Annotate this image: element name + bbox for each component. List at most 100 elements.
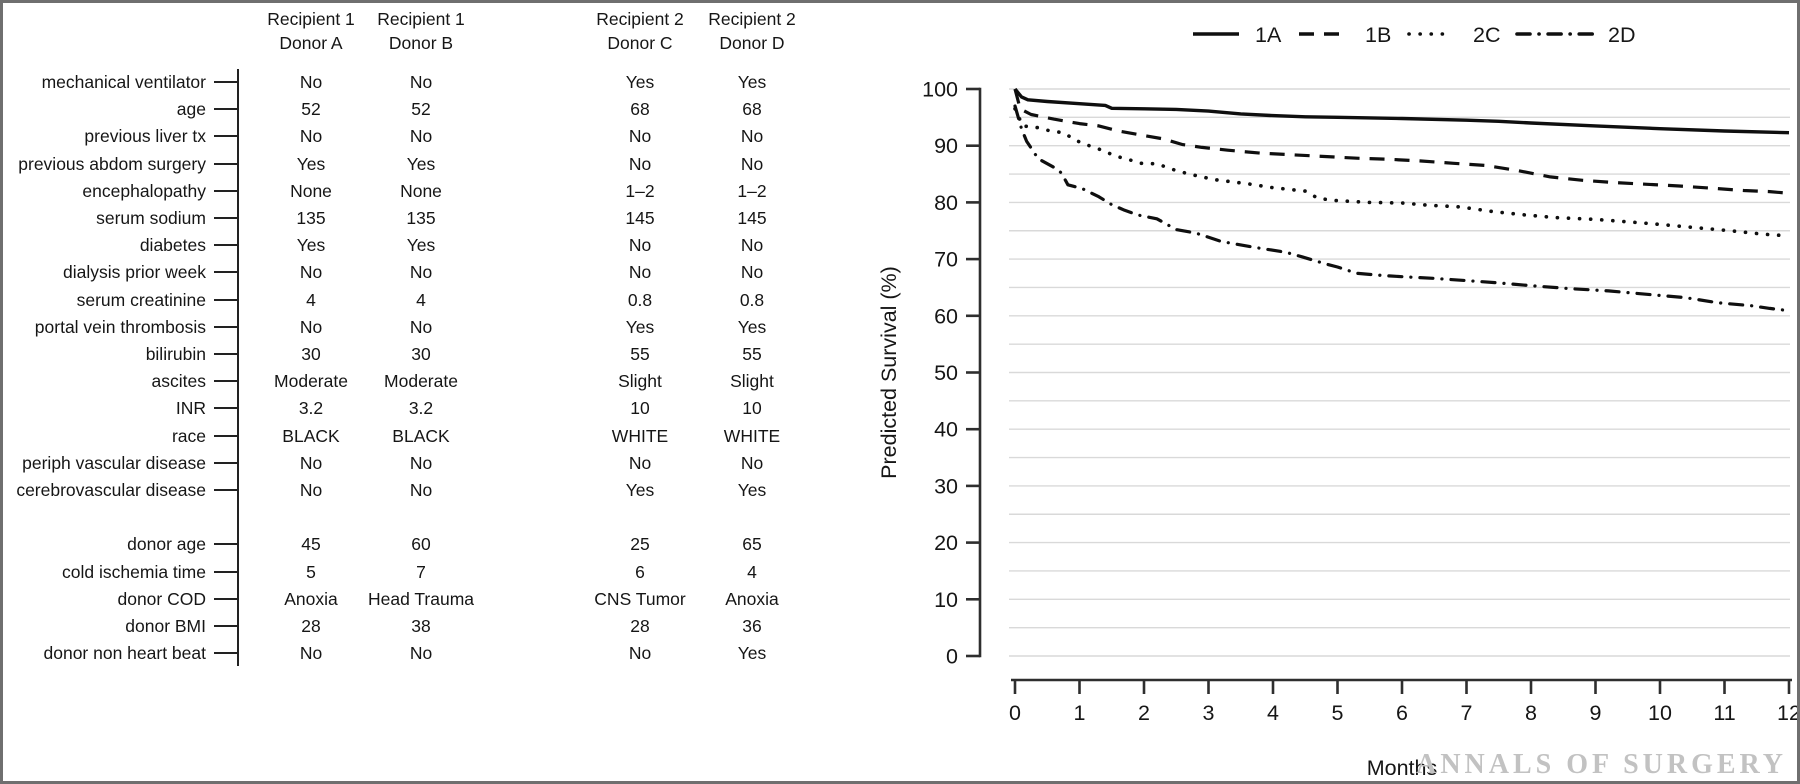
series-2D [1013,104,1791,313]
row-label: previous liver tx [84,126,206,147]
cell-value: 52 [301,99,321,120]
cell-value: 7 [416,561,426,582]
row-axis-line [237,69,239,667]
cell-value: No [299,643,323,664]
y-tick-label: 0 [946,645,958,669]
x-tick-label: 4 [1267,701,1279,725]
cell-value: 65 [742,534,762,555]
cell-value: 4 [306,289,316,310]
cell-value: Moderate [274,371,348,392]
x-tick-label: 7 [1461,701,1473,725]
column-header: Recipient 1 Donor A [231,7,391,55]
cell-value: 10 [742,398,762,419]
row-label: ascites [151,371,206,392]
cell-value: Slight [730,371,774,392]
row-tick [214,81,239,83]
x-tick-label: 11 [1713,701,1735,725]
column-header: Recipient 2 Donor C [560,7,720,55]
cell-value: 25 [630,534,650,555]
row-label: donor BMI [125,616,206,636]
cell-value: No [409,262,433,283]
row-tick [214,298,239,301]
cell-value: No [628,126,652,147]
row-label: age [176,99,206,120]
cell-value: No [299,452,323,473]
cell-value: 55 [742,344,762,364]
cell-value: Anoxia [725,588,779,609]
cell-value: No [409,126,433,147]
cell-value: 30 [301,344,321,364]
x-tick-label: 0 [1009,701,1021,725]
row-tick [214,217,239,219]
cell-value: Moderate [384,371,458,392]
cell-value: 1–2 [625,180,655,201]
row-tick [214,108,239,111]
y-tick-label: 30 [934,474,958,498]
row-tick [214,570,239,573]
cell-value: No [299,72,323,92]
cell-value: No [299,316,323,337]
row-label: encephalopathy [82,180,206,201]
cell-value: No [740,262,764,283]
cell-value: Yes [737,72,767,92]
cell-value: 145 [625,208,655,228]
legend-label-2C: 2C [1473,23,1500,47]
legend-label-2D: 2D [1608,23,1635,47]
y-tick-label: 10 [934,588,958,612]
column-header-donor: Donor A [279,33,343,53]
cell-value: 3.2 [298,398,324,419]
row-tick [214,625,239,627]
y-tick-label: 20 [934,531,958,555]
cell-value: No [628,643,652,664]
row-tick [214,380,239,383]
row-tick [214,244,239,247]
row-tick [214,162,239,165]
row-tick [214,407,239,410]
x-tick-label: 5 [1332,701,1344,725]
cell-value: No [740,126,764,147]
row-tick [214,652,239,655]
cell-value: BLACK [392,425,450,446]
cell-value: No [628,262,652,283]
x-tick-label: 6 [1396,701,1408,725]
row-label: INR [175,398,206,419]
cell-value: Yes [406,153,436,174]
cell-value: WHITE [611,425,669,446]
cell-value: 0.8 [739,289,765,310]
cell-value: No [299,480,323,500]
cell-value: Slight [618,371,662,392]
row-label: cerebrovascular disease [16,480,206,500]
column-header-recipient: Recipient 1 [377,9,465,29]
cell-value: 38 [411,616,431,636]
x-axis-title: Months [1367,756,1438,780]
cell-value: Yes [406,235,436,256]
cell-value: 10 [630,398,650,419]
y-axis-title: Predicted Survival (%) [877,266,901,479]
x-tick-label: 12 [1777,701,1800,725]
cell-value: Yes [737,643,767,664]
cell-value: 6 [635,561,645,582]
column-header: Recipient 1 Donor B [341,7,501,55]
column-header-donor: Donor C [607,33,673,53]
cell-value: 55 [630,344,650,364]
cell-value: 36 [742,616,762,636]
column-header: Recipient 2 Donor D [672,7,832,55]
column-header-recipient: Recipient 2 [596,9,684,29]
y-tick-label: 60 [934,304,958,328]
cell-value: Yes [625,480,655,500]
row-tick [214,461,239,464]
x-tick-label: 2 [1138,701,1150,725]
cell-value: 45 [301,534,321,555]
row-tick [214,434,239,437]
cell-value: Head Trauma [367,588,475,609]
row-label: mechanical ventilator [41,72,206,92]
cell-value: Yes [296,235,326,256]
cell-value: 135 [406,208,436,228]
cell-value: 135 [296,208,326,228]
row-label: dialysis prior week [63,262,206,283]
cell-value: 52 [411,99,431,120]
cell-value: Yes [625,72,655,92]
row-label: periph vascular disease [22,452,206,473]
